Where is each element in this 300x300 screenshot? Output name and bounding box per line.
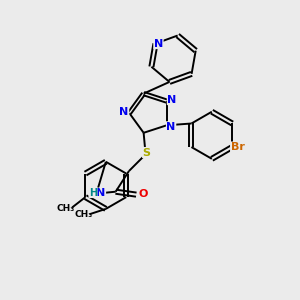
Text: N: N xyxy=(167,122,176,132)
Text: CH₃: CH₃ xyxy=(74,210,92,219)
Text: N: N xyxy=(154,39,163,49)
Text: O: O xyxy=(138,189,147,199)
Text: N: N xyxy=(96,188,106,198)
Text: Br: Br xyxy=(231,142,244,152)
Text: H: H xyxy=(89,188,97,198)
Text: N: N xyxy=(119,107,129,117)
Text: N: N xyxy=(167,94,177,105)
Text: S: S xyxy=(142,148,151,158)
Text: CH₃: CH₃ xyxy=(57,203,75,212)
